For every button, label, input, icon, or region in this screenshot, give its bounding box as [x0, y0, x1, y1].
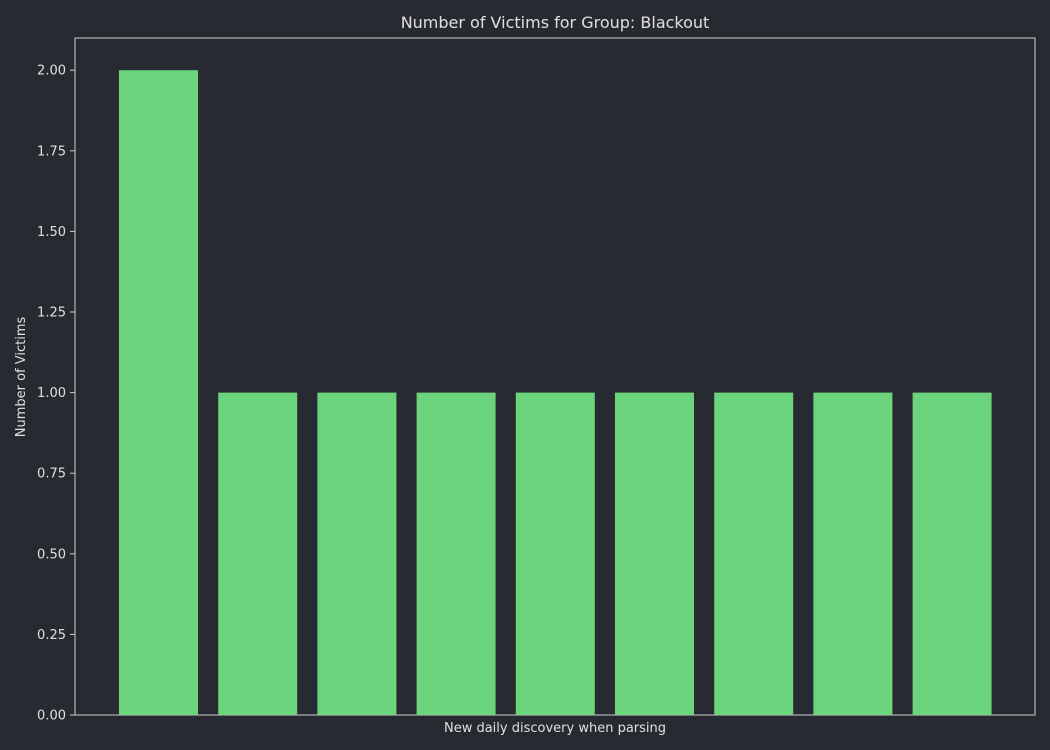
y-tick-label: 2.00: [37, 64, 66, 79]
bar-2: [218, 392, 298, 715]
y-tick-label: 1.00: [37, 386, 66, 401]
y-axis-label: Number of Victims: [14, 317, 29, 438]
x-axis-label: New daily discovery when parsing: [444, 721, 666, 736]
y-axis-ticks: 0.00 0.25 0.50 0.75 1.00 1.25 1.50 1.75 2.00: [37, 64, 75, 724]
y-tick-label: 0.25: [37, 628, 66, 643]
y-tick-label: 0.50: [37, 547, 66, 562]
bar-9: [912, 392, 992, 715]
y-tick-label: 1.50: [37, 225, 66, 240]
bar-6: [615, 392, 694, 715]
y-tick-label: 1.25: [37, 306, 66, 321]
bar-3: [317, 392, 397, 715]
y-tick-label: 0.75: [37, 467, 66, 482]
bar-1: [119, 70, 198, 715]
bars-group: [119, 70, 992, 715]
bar-8: [813, 392, 893, 715]
bar-7: [714, 392, 794, 715]
y-tick-label: 0.00: [37, 709, 66, 724]
y-tick-label: 1.75: [37, 144, 66, 159]
chart-title: Number of Victims for Group: Blackout: [401, 13, 710, 32]
bar-5: [515, 392, 595, 715]
bar-4: [416, 392, 496, 715]
